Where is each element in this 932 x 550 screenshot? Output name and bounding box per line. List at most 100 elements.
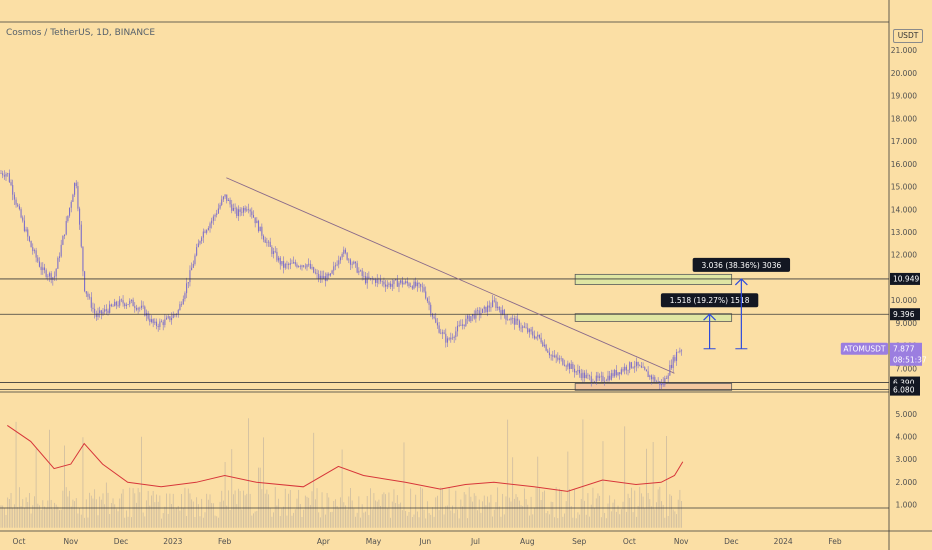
candle-body — [627, 369, 629, 371]
price-tick-label: 15.000 — [891, 183, 917, 192]
price-tick-label: 12.000 — [891, 251, 917, 260]
candle-body — [229, 199, 231, 205]
candle-body — [135, 307, 137, 310]
candle-body — [644, 367, 646, 370]
chart-title: Cosmos / TetherUS, 1D, BINANCE — [6, 28, 156, 38]
candle-body — [70, 201, 72, 208]
candle-body — [617, 372, 619, 376]
candle-body — [426, 298, 428, 302]
volume-tick-label: 5.000 — [896, 410, 918, 419]
candle-body — [87, 293, 89, 297]
candle-body — [192, 263, 194, 268]
volume-layer — [0, 418, 684, 528]
candle-body — [349, 259, 352, 265]
candle-body — [451, 337, 454, 339]
exchange: BINANCE — [114, 28, 156, 38]
candle-body — [117, 305, 119, 306]
candle-body — [125, 304, 127, 307]
candle-body — [217, 208, 219, 214]
candle-body — [508, 319, 510, 321]
candle-body — [664, 378, 666, 385]
candle-body — [329, 273, 331, 276]
price-tick-label: 16.000 — [891, 160, 917, 169]
candle-body — [206, 230, 208, 233]
candle-body — [221, 199, 223, 205]
candle-body — [127, 304, 129, 305]
measure-label-box — [692, 257, 791, 272]
candle-body — [645, 369, 647, 372]
candle-body — [294, 262, 296, 265]
volume-ma-line — [7, 424, 684, 492]
candle-body — [505, 315, 507, 320]
candle-body — [30, 241, 32, 248]
candle-body — [670, 364, 673, 369]
candle-body — [231, 204, 233, 211]
candle-body — [114, 301, 116, 307]
candle-body — [201, 237, 203, 242]
candle-body — [60, 244, 62, 257]
time-tick-label: Nov — [64, 537, 79, 546]
candle-body — [259, 226, 261, 232]
candle-body — [380, 279, 382, 282]
countdown-label: 08:51:37 — [893, 355, 927, 364]
candle-body — [614, 370, 616, 377]
candle-body — [579, 369, 581, 374]
candle-body — [234, 207, 236, 209]
candle-body — [359, 270, 362, 272]
candle-body — [165, 317, 168, 320]
currency-button[interactable]: USDT — [893, 29, 923, 43]
candle-body — [326, 273, 328, 281]
candle-body — [271, 246, 273, 254]
candle-body — [323, 276, 325, 279]
candle-body — [267, 241, 270, 243]
candle-body — [97, 312, 99, 317]
candle-body — [184, 293, 186, 300]
candle-body — [594, 381, 596, 383]
candle-body — [445, 333, 447, 343]
candle-body — [681, 350, 683, 352]
candle-body — [405, 281, 407, 284]
candle-body — [610, 373, 612, 380]
candle-body — [336, 264, 338, 266]
candle-body — [84, 271, 86, 292]
candle-body — [430, 304, 432, 314]
candle-body — [45, 270, 47, 277]
candle-body — [351, 263, 353, 265]
candle-body — [456, 325, 459, 332]
candle-body — [450, 337, 452, 340]
candle-body — [28, 236, 30, 242]
candle-body — [364, 276, 367, 284]
candle-body — [237, 209, 239, 216]
candle-body — [339, 257, 341, 261]
candle-body — [443, 332, 445, 334]
candle-body — [629, 362, 631, 370]
candle-body — [363, 275, 365, 277]
time-tick-label: Dec — [724, 537, 739, 546]
candle-body — [570, 363, 572, 369]
candle-body — [129, 300, 131, 305]
candle-body — [375, 279, 377, 283]
time-tick-label: Sep — [572, 537, 586, 546]
candle-body — [675, 352, 678, 361]
candle-body — [110, 304, 112, 307]
price-axis-label: 6.390 — [893, 378, 915, 387]
candle-body — [585, 374, 587, 379]
price-axis-label: 10.949 — [893, 275, 919, 284]
candle-body — [314, 272, 316, 274]
candle-body — [391, 284, 393, 287]
lines-layer — [0, 177, 889, 391]
candle-body — [112, 306, 114, 307]
candle-body — [522, 326, 524, 329]
candle-body — [291, 263, 293, 264]
candle-body — [547, 350, 549, 353]
candle-body — [303, 265, 305, 267]
candle-body — [155, 321, 158, 327]
candle-body — [284, 263, 286, 268]
candle-body — [261, 226, 263, 236]
measure-label: 3.036 (38.36%) 3036 — [701, 261, 781, 270]
candle-body — [257, 220, 260, 232]
candle-body — [77, 186, 79, 209]
candle-body — [602, 375, 604, 382]
candle-body — [102, 311, 104, 314]
